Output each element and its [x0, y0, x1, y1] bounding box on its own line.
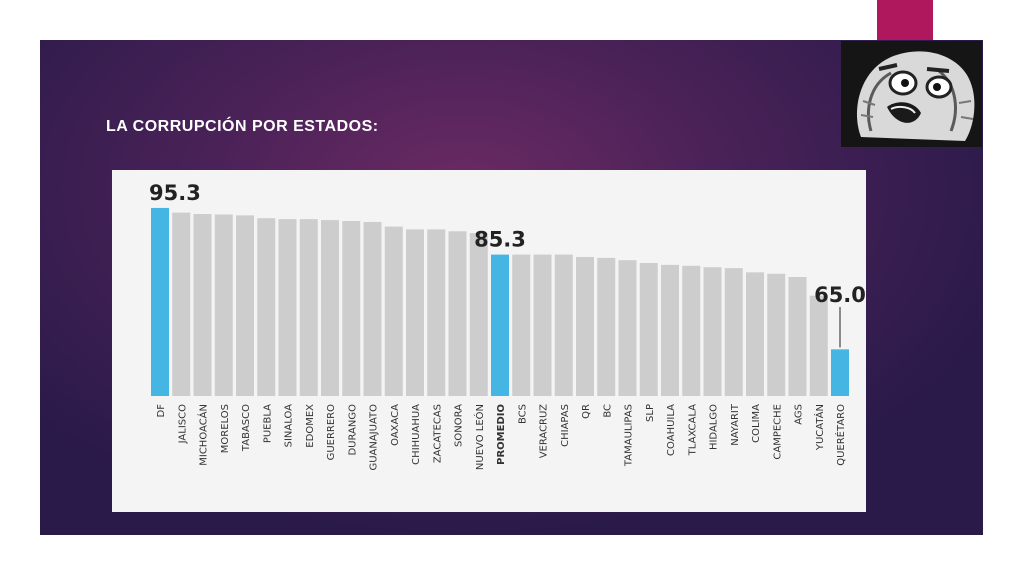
tick-label-campeche: CAMPECHE — [772, 404, 783, 460]
tick-label-sonora: SONORA — [454, 404, 465, 447]
data-label-df: 95.3 — [149, 181, 201, 205]
tick-label-promedio: PROMEDIO — [496, 404, 507, 465]
bar-edomex — [299, 219, 318, 396]
tick-label-morelos: MORELOS — [220, 404, 231, 453]
bar-morelos — [214, 214, 233, 396]
bar-guerrero — [321, 220, 339, 396]
bar-jalisco — [172, 212, 191, 396]
tick-label-puebla: PUEBLA — [262, 404, 273, 443]
bar-promedio — [491, 254, 509, 396]
bar-queretaro — [831, 349, 849, 396]
bar-tamaulipas — [618, 260, 637, 396]
tick-label-chiapas: CHIAPAS — [560, 404, 571, 447]
tick-label-coahuila: COAHUILA — [666, 404, 677, 456]
shocked-face-icon — [841, 41, 982, 147]
data-label-queretaro: 65.0 — [814, 283, 866, 307]
tick-label-colima: COLIMA — [751, 404, 762, 443]
bar-chihuahua — [406, 229, 424, 396]
tick-label-hidalgo: HIDALGO — [709, 404, 720, 450]
tick-label-guerrero: GUERRERO — [326, 404, 337, 461]
bar-bcs — [512, 254, 531, 396]
tick-label-sinaloa: SINALOA — [284, 404, 295, 448]
bar-chart: DF JALISCO MICHOACÁN MORELOS TABASCO PUEBLA SI… — [149, 181, 866, 471]
tick-label-oaxaca: OAXACA — [390, 404, 401, 446]
bar-coahuila — [661, 264, 679, 396]
tick-label-tabasco: TABASCO — [241, 404, 252, 452]
bar-durango — [342, 221, 361, 396]
tick-label-df: DF — [156, 404, 167, 418]
bar-michoacan — [193, 214, 212, 396]
tick-label-edomex: EDOMEX — [305, 404, 316, 448]
bar-campeche — [767, 273, 786, 396]
tick-label-jalisco: JALISCO — [177, 404, 188, 444]
bar-puebla — [257, 218, 276, 396]
tick-label-veracruz: VERACRUZ — [539, 404, 550, 458]
tick-label-chihuahua: CHIHUAHUA — [411, 404, 422, 465]
tick-label-slp: SLP — [645, 404, 656, 422]
tick-label-yucatan: YUCATÁN — [813, 404, 826, 451]
tick-label-queretaro: QUERÉTARO — [834, 404, 847, 466]
tick-label-ags: AGS — [794, 404, 805, 425]
tick-label-guanajuato: GUANAJUATO — [369, 404, 380, 471]
bar-hidalgo — [703, 267, 722, 396]
bar-zacatecas — [427, 229, 446, 396]
slide-title: LA CORRUPCIÓN POR ESTADOS: — [106, 118, 379, 135]
bar-guanajuato — [363, 221, 382, 396]
bar-nayarit — [724, 268, 743, 396]
chart-panel: DF JALISCO MICHOACÁN MORELOS TABASCO PUEBLA SI… — [112, 170, 866, 512]
tick-label-zacatecas: ZACATECAS — [432, 404, 443, 463]
bar-ags — [788, 277, 807, 396]
bar-yucatan — [809, 295, 828, 396]
bar-sonora — [448, 231, 467, 396]
tick-label-nuevo-leon: NUEVO LEÓN — [473, 404, 486, 470]
tick-label-durango: DURANGO — [347, 404, 358, 456]
tick-label-tlaxcala: TLAXCALA — [687, 404, 698, 456]
accent-block — [877, 0, 933, 42]
meme-face-image — [841, 41, 982, 147]
data-label-promedio: 85.3 — [474, 228, 526, 252]
tick-label-bcs: BCS — [517, 404, 528, 424]
bar-qr — [576, 256, 594, 396]
tick-label-qr: QR — [581, 404, 592, 419]
bar-tlaxcala — [682, 265, 701, 396]
tick-label-tamaulipas: TAMAULIPAS — [624, 404, 635, 467]
tick-label-michoacan: MICHOACÁN — [197, 404, 210, 466]
bar-df — [151, 207, 169, 396]
tick-label-nayarit: NAYARIT — [730, 403, 741, 446]
bar-colima — [746, 272, 764, 396]
bar-tabasco — [236, 215, 254, 396]
bar-bc — [597, 257, 616, 396]
tick-label-bc: BC — [602, 404, 613, 418]
bar-oaxaca — [384, 226, 403, 396]
bar-slp — [639, 263, 658, 396]
bar-veracruz — [533, 254, 552, 396]
bar-chiapas — [554, 254, 573, 396]
bar-nuevo-leon — [469, 233, 488, 396]
bar-sinaloa — [278, 219, 297, 396]
